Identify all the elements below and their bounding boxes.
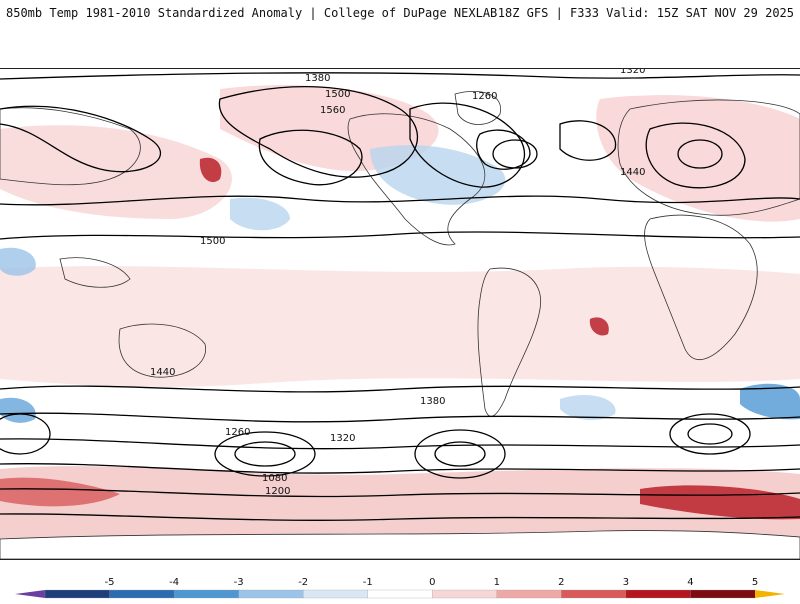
colorbar-swatch xyxy=(690,589,756,599)
eurasia xyxy=(617,99,800,216)
colorbar-swatch xyxy=(303,589,369,599)
low-center-contour xyxy=(677,139,723,169)
colorbar-tick-label: 4 xyxy=(687,577,693,588)
negative-anomaly-area xyxy=(740,383,800,420)
colorbar-tick-label: 2 xyxy=(558,577,564,588)
colorbar-arrow-high xyxy=(755,590,785,598)
contour-label: 1560 xyxy=(320,105,345,116)
colorbar-swatch xyxy=(367,589,433,599)
low-center-contour xyxy=(0,413,51,455)
colorbar-swatch xyxy=(109,589,175,599)
colorbar-arrow-low xyxy=(15,590,45,598)
colorbar-tick-label: -5 xyxy=(105,577,115,588)
low-center-contour xyxy=(492,139,538,169)
australia xyxy=(118,323,206,378)
low-center-contour xyxy=(669,413,751,455)
height-contours xyxy=(0,72,800,521)
contour-line xyxy=(0,385,800,393)
colorbar-swatch xyxy=(44,589,111,599)
colorbar-tick-label: 5 xyxy=(752,577,758,588)
contour-label: 1380 xyxy=(420,396,445,407)
contour-line xyxy=(0,488,800,498)
colorbar-svg: -5 -4 -3 -2 -1 0 1 2 3 4 5 xyxy=(15,577,785,599)
colorbar-tick-label: 3 xyxy=(623,577,629,588)
contour-label: 1260 xyxy=(472,91,497,102)
contour-label: 1260 xyxy=(225,427,250,438)
low-center-contour xyxy=(234,441,296,467)
anomaly-colorbar: -5 -4 -3 -2 -1 0 1 2 3 4 5 xyxy=(0,570,800,600)
africa xyxy=(644,214,758,360)
chart-title: 850mb Temp 1981-2010 Standardized Anomal… xyxy=(6,6,498,20)
low-center-contour xyxy=(214,431,316,477)
colorbar-swatch xyxy=(432,589,498,599)
contour-label: 1440 xyxy=(150,367,175,378)
positive-anomaly-area xyxy=(596,95,800,222)
low-center-contour xyxy=(414,429,506,479)
contour-label: 1320 xyxy=(620,69,645,76)
contour-line xyxy=(476,129,531,170)
negative-anomaly-area xyxy=(0,397,36,423)
colorbar-tick-label: -1 xyxy=(363,577,373,588)
positive-anomaly-area xyxy=(0,266,800,387)
contour-line xyxy=(0,412,800,423)
colorbar-tick-label: 1 xyxy=(494,577,500,588)
negative-anomaly-area xyxy=(560,394,616,421)
contour-labels: 1380 1320 1500 1560 1260 1440 1500 1440 … xyxy=(150,69,645,497)
contour-line xyxy=(559,120,617,161)
contour-line xyxy=(0,105,162,173)
contour-line xyxy=(645,122,746,189)
contour-line xyxy=(218,86,418,178)
colorbar-swatches xyxy=(15,589,785,599)
contour-line xyxy=(0,195,800,206)
contour-label: 1440 xyxy=(620,167,645,178)
contour-label: 1080 xyxy=(262,473,287,484)
colorbar-ticks: -5 -4 -3 -2 -1 0 1 2 3 4 5 xyxy=(105,577,759,588)
contour-label: 1200 xyxy=(265,486,290,497)
colorbar-swatch xyxy=(561,589,627,599)
colorbar-tick-label: -2 xyxy=(298,577,308,588)
colorbar-tick-label: 0 xyxy=(429,577,435,588)
strong-positive-anomaly xyxy=(199,157,222,183)
contour-line xyxy=(0,463,800,474)
contour-line xyxy=(258,129,363,186)
south-america xyxy=(477,267,542,417)
map-canvas: 1380 1320 1500 1560 1260 1440 1500 1440 … xyxy=(0,69,800,559)
coastlines xyxy=(0,90,800,559)
strong-positive-anomaly xyxy=(589,317,609,336)
contour-line xyxy=(0,231,800,240)
maritime-continent xyxy=(59,257,131,288)
contour-label: 1500 xyxy=(325,89,350,100)
contour-line xyxy=(0,513,800,521)
colorbar-tick-label: -3 xyxy=(234,577,244,588)
colorbar-swatch xyxy=(173,589,240,599)
antarctica xyxy=(0,530,800,559)
negative-anomaly-area xyxy=(230,197,290,231)
contour-label: 1320 xyxy=(330,433,355,444)
greenland xyxy=(454,90,501,125)
anomaly-map: 1380 1320 1500 1560 1260 1440 1500 1440 … xyxy=(0,68,800,560)
anomaly-shading xyxy=(0,85,800,559)
model-run-info: 18Z GFS | F333 Valid: 15Z SAT NOV 29 202… xyxy=(497,6,794,20)
colorbar-tick-label: -4 xyxy=(169,577,179,588)
strong-positive-anomaly xyxy=(0,477,120,507)
colorbar-swatch xyxy=(238,589,304,599)
contour-label: 1500 xyxy=(200,236,225,247)
negative-anomaly-area xyxy=(0,247,36,276)
contour-line xyxy=(0,72,800,80)
contour-line xyxy=(409,102,526,188)
negative-anomaly-area xyxy=(370,145,506,205)
asia-west-edge xyxy=(0,107,141,186)
colorbar-swatch xyxy=(496,589,563,599)
contour-label: 1380 xyxy=(305,73,330,84)
low-center-contour xyxy=(434,441,486,467)
colorbar-swatch xyxy=(625,589,692,599)
low-center-contour xyxy=(687,423,733,445)
